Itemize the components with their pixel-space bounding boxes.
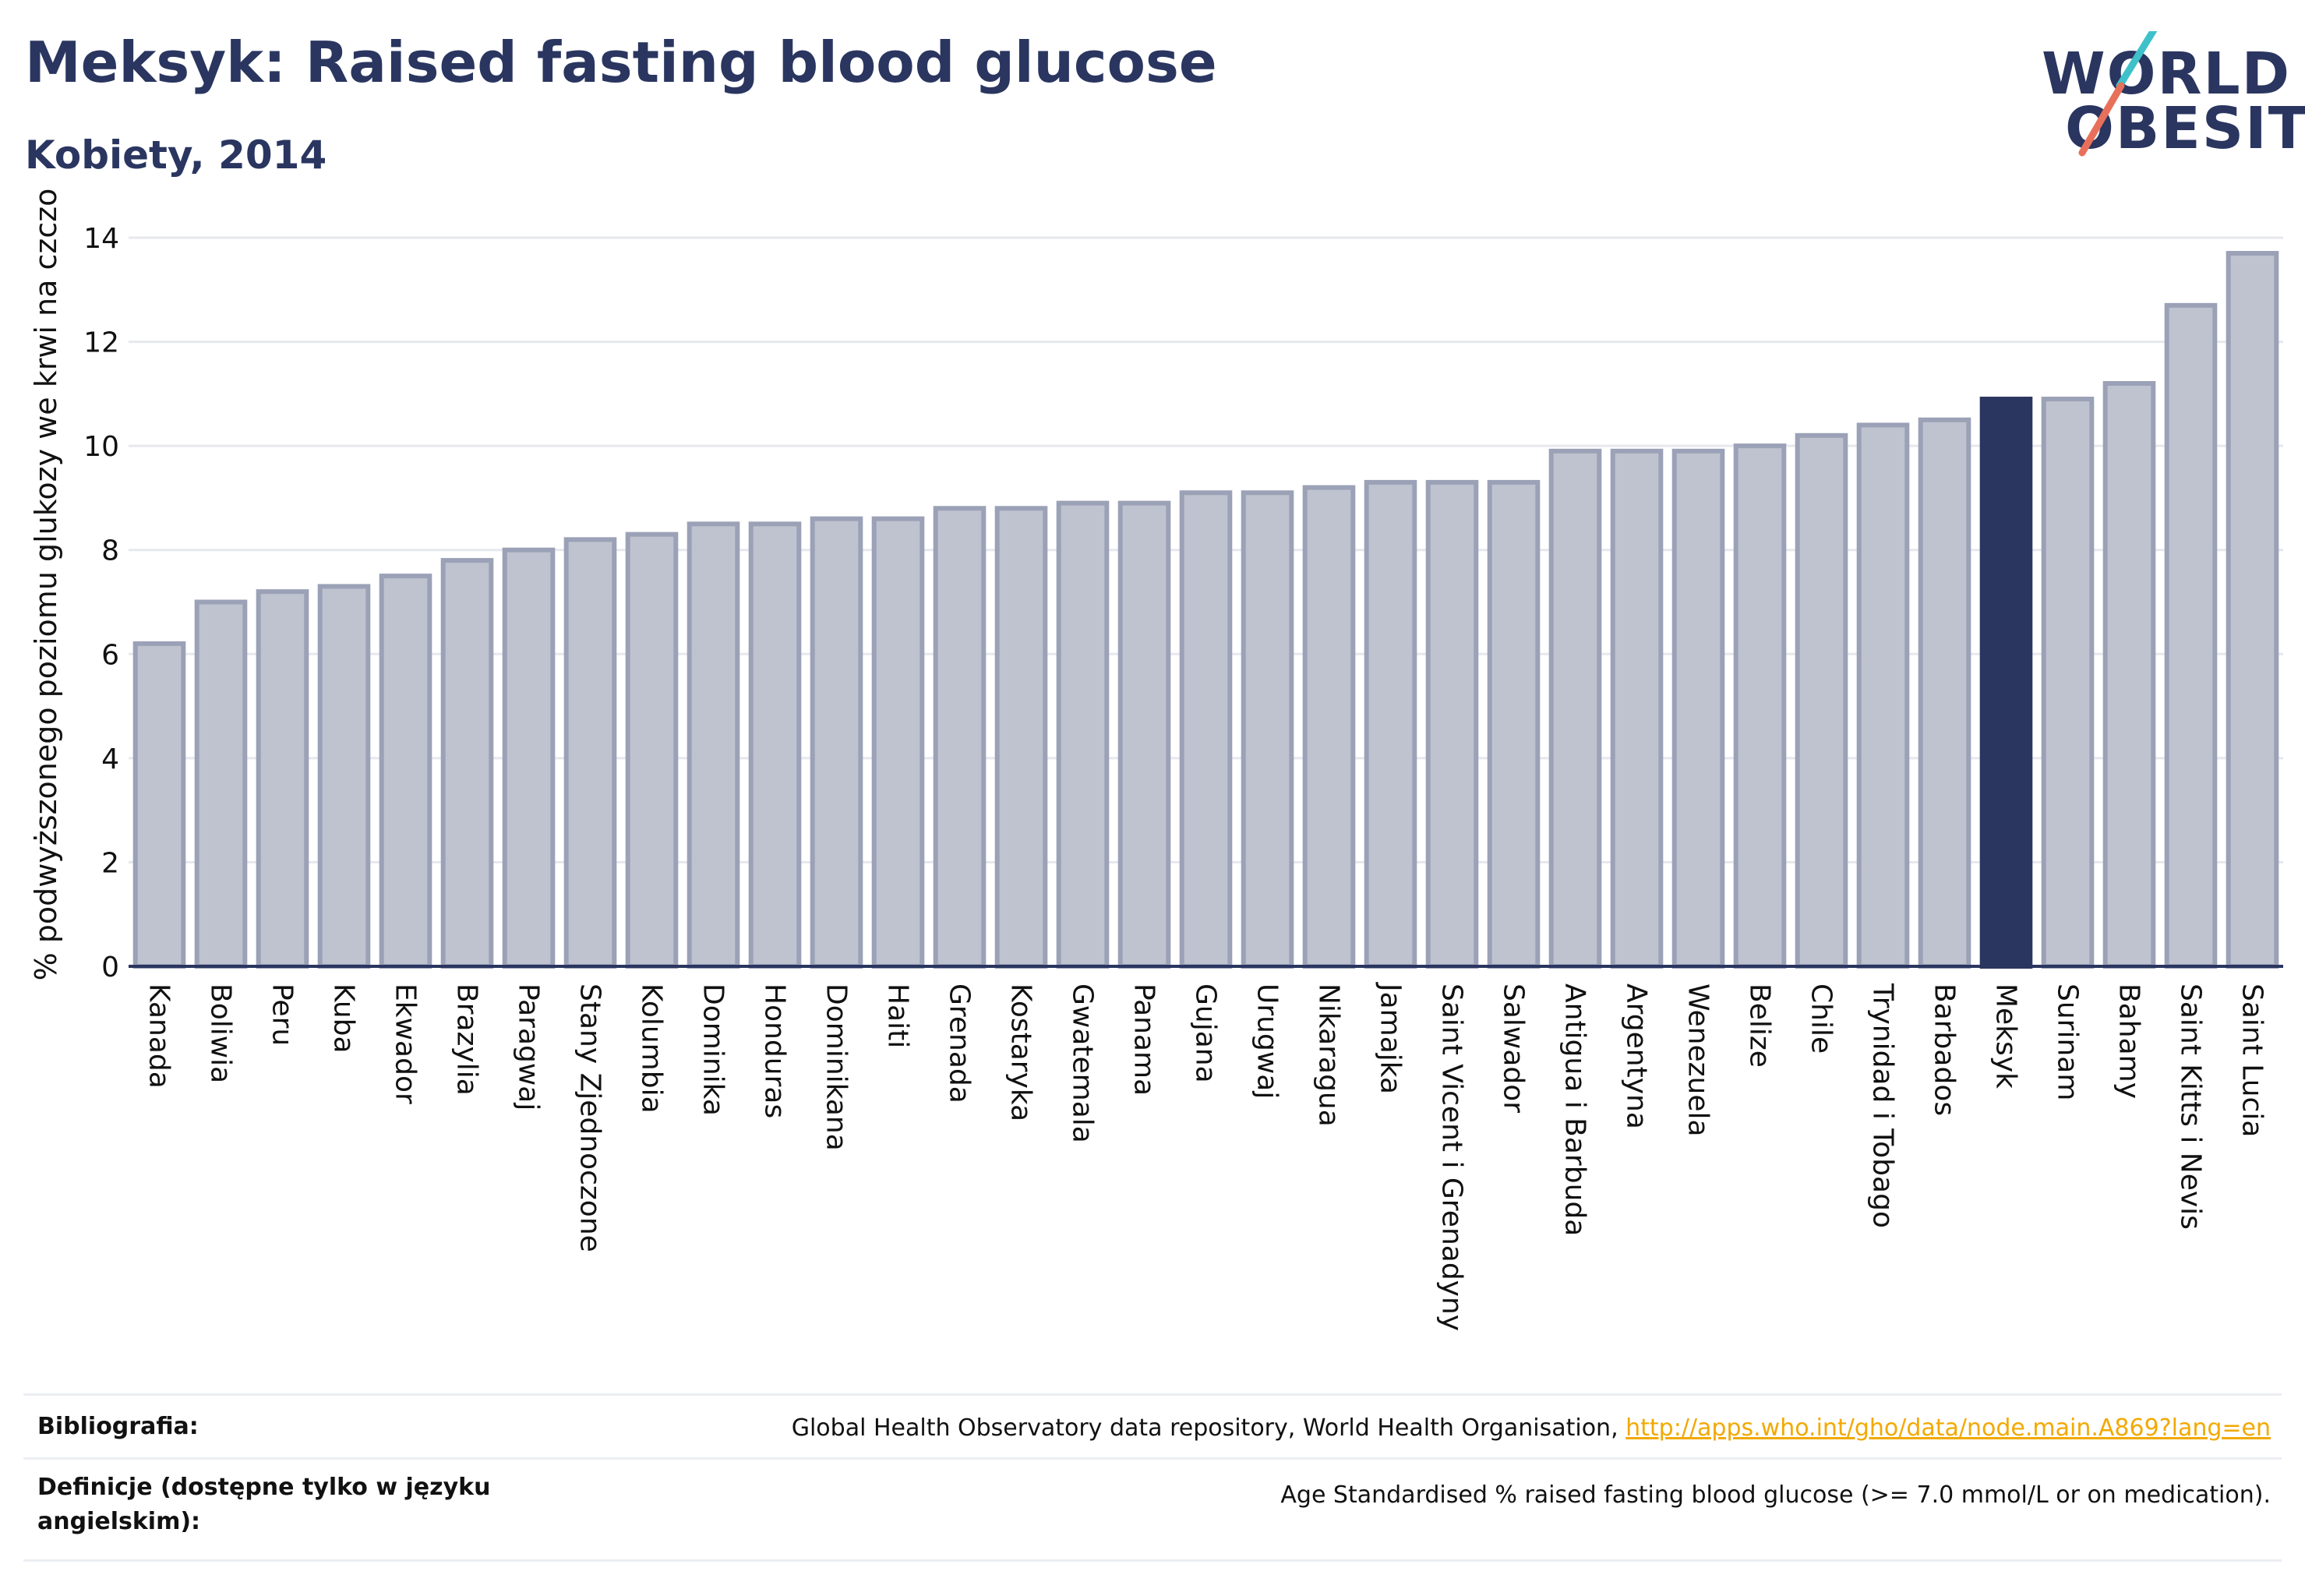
x-tick-label: Saint Vicent i Grenadyny: [1436, 983, 1468, 1331]
x-tick-label: Barbados: [1929, 983, 1961, 1116]
bar-brazylia: [440, 558, 494, 969]
x-tick-label: Trynidad i Tobago: [1867, 983, 1899, 1228]
bar-salwador: [1487, 479, 1541, 969]
x-tick-label: Stany Zjednoczone: [574, 983, 606, 1252]
bar-saint-kitts-i-nevis: [2164, 302, 2218, 969]
y-tick-label: 0: [101, 952, 119, 983]
x-tick-label: Haiti: [882, 983, 914, 1048]
bar-trynidad-i-tobago: [1856, 422, 1910, 969]
bar-dominikana: [810, 516, 863, 969]
x-tick-label: Kolumbia: [636, 983, 668, 1114]
x-tick-label: Grenada: [944, 983, 976, 1103]
x-tick-label: Paragwaj: [513, 983, 545, 1110]
y-tick-label: 10: [83, 431, 119, 463]
logo-slash-icon: [2078, 31, 2158, 157]
bar-kostaryka: [994, 506, 1048, 969]
x-tick-label: Nikaragua: [1313, 983, 1345, 1127]
definitions-label: Definicje (dostępne tylko w języku angie…: [37, 1474, 491, 1535]
bar-wenezuela: [1671, 448, 1725, 969]
x-tick-label: Dominikana: [821, 983, 852, 1151]
bar-meksyk: [1979, 397, 2033, 969]
x-tick-label: Argentyna: [1621, 983, 1653, 1129]
bars: [132, 251, 2279, 969]
bar-stany-zjednoczone: [563, 537, 617, 969]
bar-kolumbia: [625, 531, 679, 969]
x-tick-label: Saint Kitts i Nevis: [2175, 983, 2207, 1230]
bibliography-row: Bibliografia: Global Health Observatory …: [23, 1393, 2282, 1460]
y-tick-label: 6: [101, 639, 119, 671]
x-tick-label: Kanada: [143, 983, 175, 1089]
bar-chart: 0 2 4 6 8 10 12 14 Kanada Boliwia Peru Kuba Ekwador B…: [29, 189, 2283, 1331]
x-tick-label: Gujana: [1190, 983, 1222, 1083]
x-tick-label: Kuba: [328, 983, 360, 1054]
bar-barbados: [1918, 417, 1971, 969]
bar-antigua-i-barbuda: [1548, 448, 1602, 969]
bar-bahamy: [2102, 381, 2156, 969]
bar-gujana: [1179, 490, 1233, 969]
x-tick-label: Antigua i Barbuda: [1559, 983, 1591, 1236]
world-obesity-logo: WORLD OBESITY: [2026, 31, 2305, 171]
bibliography-link[interactable]: http://apps.who.int/gho/data/node.main.A…: [1626, 1414, 2271, 1442]
bar-kuba: [317, 584, 371, 969]
bar-belize: [1733, 443, 1787, 969]
bar-saint-lucia: [2226, 251, 2279, 969]
logo-line-1: WORLD: [2042, 41, 2292, 108]
bibliography-text: Global Health Observatory data repositor…: [791, 1414, 1626, 1442]
bar-surinam: [2041, 397, 2095, 969]
axes: 0 2 4 6 8 10 12 14 Kanada Boliwia Peru Kuba Ekwador B…: [83, 223, 2283, 1331]
y-tick-label: 2: [101, 847, 119, 879]
x-tick-label: Meksyk: [1990, 983, 2022, 1089]
bar-boliwia: [194, 599, 248, 969]
y-tick-label: 14: [83, 223, 119, 255]
bibliography-value: Global Health Observatory data repositor…: [792, 1414, 2271, 1442]
bar-dominika: [687, 521, 740, 969]
x-tick-label: Boliwia: [205, 983, 237, 1083]
x-tick-label: Dominika: [697, 983, 729, 1116]
x-tick-label: Surinam: [2052, 983, 2084, 1100]
x-tick-label: Brazylia: [451, 983, 483, 1096]
definitions-row: Definicje (dostępne tylko w języku angie…: [23, 1457, 2282, 1562]
x-tick-label: Bahamy: [2113, 983, 2145, 1099]
bar-argentyna: [1610, 448, 1664, 969]
x-tick-label: Saint Lucia: [2236, 983, 2268, 1137]
bar-kanada: [132, 641, 186, 969]
bar-gwatemala: [1056, 500, 1110, 969]
bar-urugwaj: [1241, 490, 1294, 969]
bar-haiti: [871, 516, 925, 969]
x-tick-label: Belize: [1744, 983, 1776, 1068]
bar-nikaragua: [1302, 485, 1356, 969]
bar-honduras: [748, 521, 802, 969]
bar-jamajka: [1364, 479, 1417, 969]
page-title: Meksyk: Raised fasting blood glucose: [25, 30, 1217, 95]
x-tick-label: Chile: [1806, 983, 1837, 1054]
y-tick-label: 4: [101, 743, 119, 775]
x-tick-label: Panama: [1128, 983, 1160, 1096]
x-tick-label: Jamajka: [1375, 982, 1407, 1094]
bar-peru: [256, 589, 309, 969]
x-tick-label: Kostaryka: [1005, 983, 1037, 1121]
bar-grenada: [933, 506, 987, 969]
x-tick-label: Gwatemala: [1067, 983, 1099, 1143]
y-tick-label: 12: [83, 327, 119, 359]
y-tick-label: 8: [101, 535, 119, 567]
x-tick-label: Honduras: [759, 983, 791, 1118]
x-tick-label: Salwador: [1498, 983, 1530, 1113]
y-axis-label: % podwyższonego poziomu glukozy we krwi …: [29, 189, 63, 981]
page-subtitle: Kobiety, 2014: [25, 132, 327, 178]
bar-ekwador: [379, 574, 432, 969]
x-tick-label: Wenezuela: [1682, 983, 1714, 1137]
bibliography-label: Bibliografia:: [37, 1413, 199, 1440]
x-tick-label: Peru: [267, 983, 298, 1046]
bar-chile: [1795, 433, 1848, 969]
x-tick-label: Urugwaj: [1251, 983, 1283, 1099]
x-tick-label: Ekwador: [390, 983, 422, 1104]
bar-panama: [1117, 500, 1171, 969]
definitions-text: Age Standardised % raised fasting blood …: [1280, 1481, 2271, 1509]
bar-saint-vicent-i-grenadyny: [1425, 479, 1479, 969]
bar-paragwaj: [502, 547, 556, 969]
